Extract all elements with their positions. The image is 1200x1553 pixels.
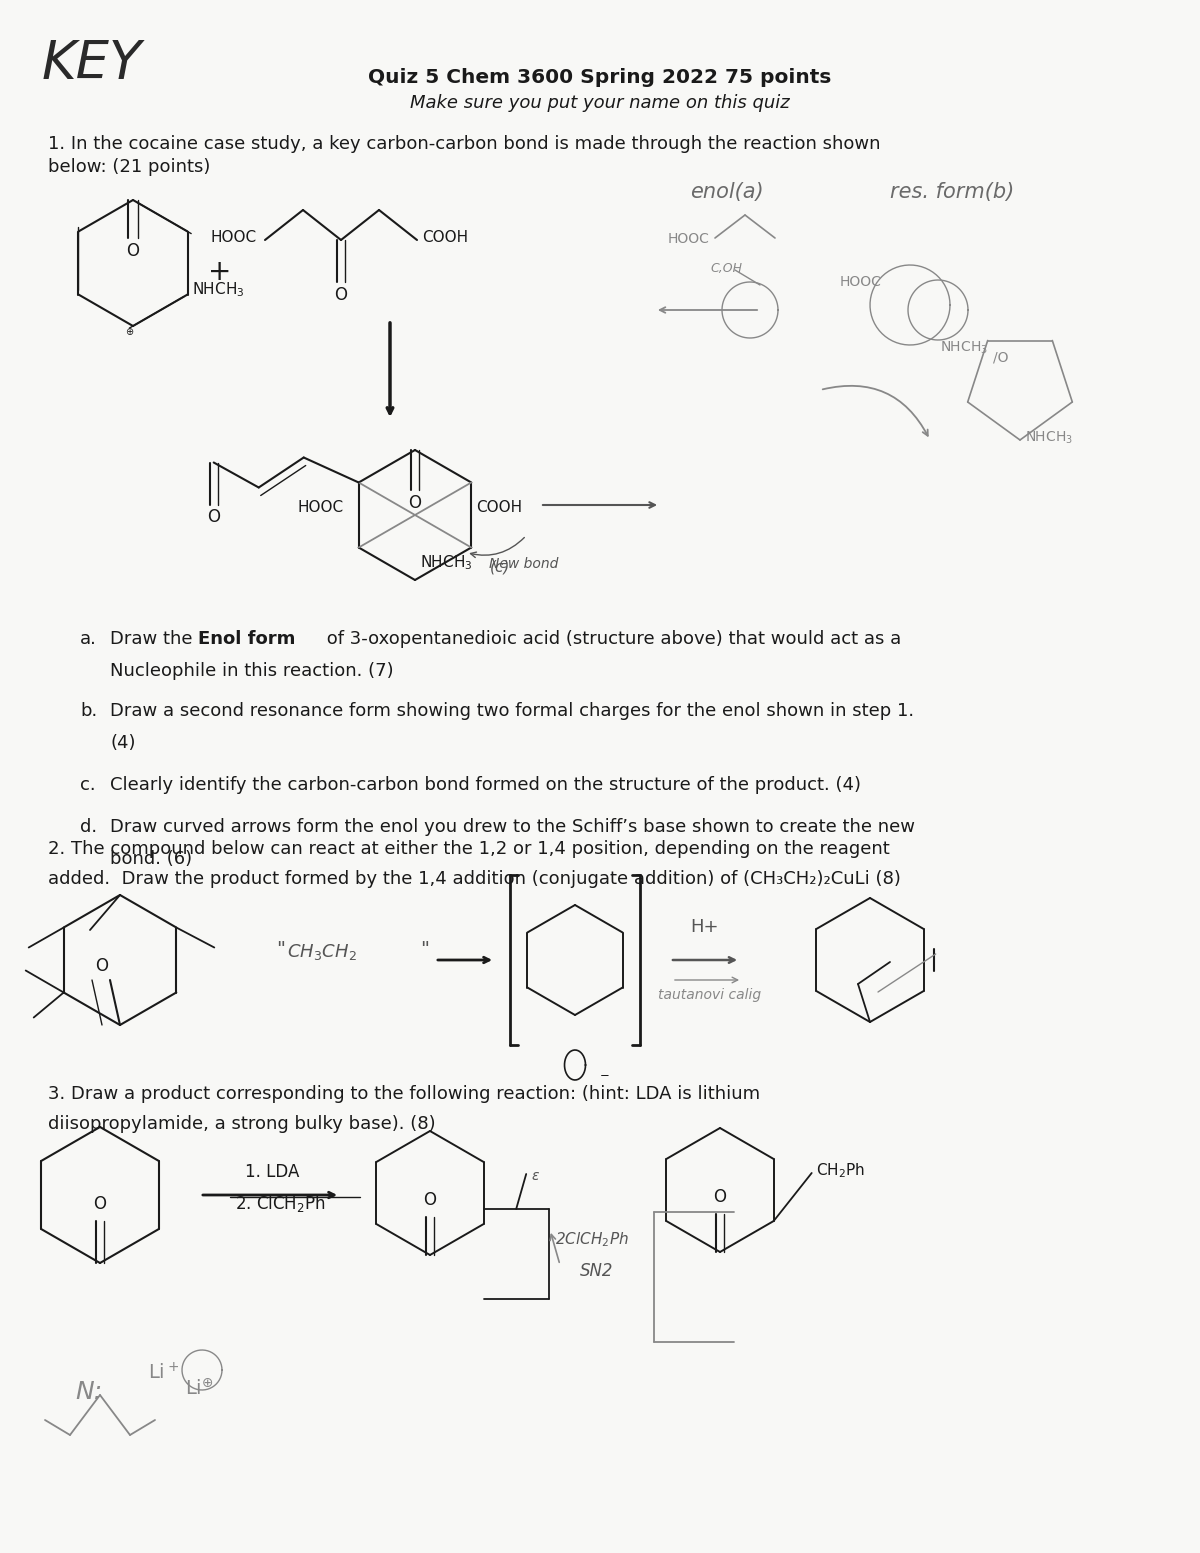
Text: (c): (c)	[490, 561, 510, 575]
Text: O: O	[96, 957, 108, 975]
Text: NHCH$_3$: NHCH$_3$	[420, 553, 473, 572]
Text: b.: b.	[80, 702, 97, 721]
Text: NHCH$_3$: NHCH$_3$	[940, 340, 988, 356]
Text: O: O	[424, 1191, 437, 1208]
Text: SN2: SN2	[580, 1263, 613, 1280]
Text: O: O	[126, 242, 139, 259]
Text: Make sure you put your name on this quiz: Make sure you put your name on this quiz	[410, 95, 790, 112]
Text: O: O	[714, 1188, 726, 1207]
Text: HOOC: HOOC	[298, 500, 343, 516]
Text: Quiz 5 Chem 3600 Spring 2022 75 points: Quiz 5 Chem 3600 Spring 2022 75 points	[368, 68, 832, 87]
Text: KEY: KEY	[42, 37, 143, 90]
Text: NHCH$_3$: NHCH$_3$	[192, 280, 244, 298]
Text: New bond: New bond	[490, 558, 559, 572]
Text: HOOC: HOOC	[668, 231, 710, 245]
Text: Draw the: Draw the	[110, 631, 198, 648]
Text: /O: /O	[992, 351, 1008, 365]
Text: c.: c.	[80, 776, 96, 794]
Text: 2. The compound below can react at either the 1,2 or 1,4 position, depending on : 2. The compound below can react at eithe…	[48, 840, 889, 857]
Text: tautanovi calig: tautanovi calig	[658, 988, 761, 1002]
Text: HOOC: HOOC	[840, 275, 882, 289]
Text: enol(a): enol(a)	[690, 182, 763, 202]
Text: d.: d.	[80, 818, 97, 836]
Text: Nucleophile in this reaction. (7): Nucleophile in this reaction. (7)	[110, 662, 394, 680]
Text: $^{\oplus}$: $^{\oplus}$	[125, 328, 134, 342]
Text: ": "	[276, 940, 286, 960]
Text: added.  Draw the product formed by the 1,4 addition (conjugate addition) of (CH₃: added. Draw the product formed by the 1,…	[48, 870, 901, 888]
Text: C,OH: C,OH	[710, 262, 742, 275]
Text: diisopropylamide, a strong bulky base). (8): diisopropylamide, a strong bulky base). …	[48, 1115, 436, 1134]
Text: (4): (4)	[110, 735, 136, 752]
Text: 3. Draw a product corresponding to the following reaction: (hint: LDA is lithium: 3. Draw a product corresponding to the f…	[48, 1086, 760, 1103]
Text: CH$_3$CH$_2$: CH$_3$CH$_2$	[287, 943, 356, 961]
Text: CH$_2$Ph: CH$_2$Ph	[816, 1162, 865, 1180]
Text: NHCH$_3$: NHCH$_3$	[1025, 430, 1073, 446]
Text: res. form(b): res. form(b)	[890, 182, 1014, 202]
Text: 2ClCH$_2$Ph: 2ClCH$_2$Ph	[554, 1230, 629, 1249]
Text: $^-$: $^-$	[598, 1072, 610, 1089]
Text: O: O	[335, 286, 348, 304]
Text: Enol form: Enol form	[198, 631, 295, 648]
Text: a.: a.	[80, 631, 97, 648]
Text: COOH: COOH	[422, 230, 468, 245]
Text: HOOC: HOOC	[211, 230, 257, 245]
Text: N:: N:	[74, 1381, 102, 1404]
Text: H+: H+	[690, 918, 719, 936]
Text: O: O	[208, 508, 221, 526]
Text: Li$^+$: Li$^+$	[148, 1362, 179, 1384]
Text: 1. In the cocaine case study, a key carbon-carbon bond is made through the react: 1. In the cocaine case study, a key carb…	[48, 135, 881, 154]
Text: +: +	[209, 258, 232, 286]
Text: Draw curved arrows form the enol you drew to the Schiff’s base shown to create t: Draw curved arrows form the enol you dre…	[110, 818, 916, 836]
Text: Li$^{\oplus}$: Li$^{\oplus}$	[185, 1378, 214, 1399]
Text: Draw a second resonance form showing two formal charges for the enol shown in st: Draw a second resonance form showing two…	[110, 702, 914, 721]
Text: COOH: COOH	[476, 500, 522, 516]
Text: O: O	[408, 494, 421, 512]
Text: $\varepsilon$: $\varepsilon$	[532, 1169, 540, 1183]
Text: 2. ClCH$_2$Ph: 2. ClCH$_2$Ph	[235, 1193, 325, 1214]
Text: bond. (6): bond. (6)	[110, 849, 192, 868]
Text: of 3-oxopentanedioic acid (structure above) that would act as a: of 3-oxopentanedioic acid (structure abo…	[322, 631, 901, 648]
Text: 1. LDA: 1. LDA	[245, 1163, 299, 1180]
Text: below: (21 points): below: (21 points)	[48, 158, 210, 175]
Text: O: O	[94, 1194, 107, 1213]
Text: ": "	[420, 940, 430, 960]
Text: Clearly identify the carbon-carbon bond formed on the structure of the product. : Clearly identify the carbon-carbon bond …	[110, 776, 862, 794]
